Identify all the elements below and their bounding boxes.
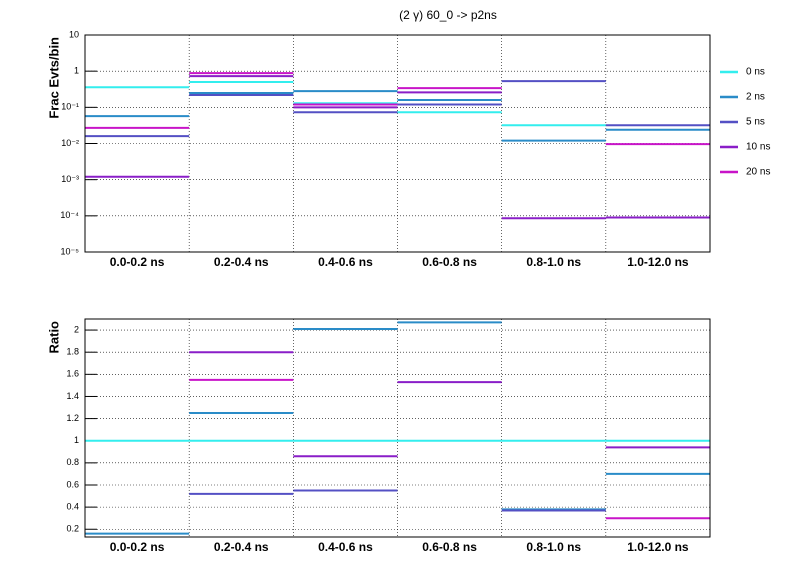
y-tick-label: 10⁻³ — [61, 174, 79, 184]
y-tick-label: 0.8 — [66, 457, 79, 467]
y-tick-label: 0.6 — [66, 479, 79, 489]
x-tick-label: 0.2-0.4 ns — [214, 540, 269, 554]
y-tick-label: 1.8 — [66, 347, 79, 357]
y-tick-label: 10⁻⁵ — [61, 246, 80, 256]
y-tick-label: 10⁻¹ — [61, 102, 79, 112]
x-tick-label: 0.8-1.0 ns — [526, 540, 581, 554]
legend-label: 0 ns — [746, 67, 765, 78]
plot-frame — [84, 318, 711, 538]
x-tick-label: 1.0-12.0 ns — [627, 255, 689, 269]
y-tick-label: 1 — [74, 435, 79, 445]
y-tick-label: 1.6 — [66, 369, 79, 379]
y-tick-label: 1 — [74, 66, 79, 76]
x-tick-label: 0.4-0.6 ns — [318, 255, 373, 269]
x-tick-label: 0.6-0.8 ns — [422, 540, 477, 554]
x-tick-label: 0.2-0.4 ns — [214, 255, 269, 269]
y-tick-label: 2 — [74, 324, 79, 334]
y-tick-label: 10⁻⁴ — [60, 210, 79, 220]
y-tick-label: 0.2 — [66, 524, 79, 534]
x-tick-label: 0.4-0.6 ns — [318, 540, 373, 554]
y-tick-label: 10 — [69, 29, 79, 39]
y-axis-label: Frac Evts/bin — [46, 37, 61, 119]
x-tick-label: 0.0-0.2 ns — [110, 540, 165, 554]
chart-title: (2 γ) 60_0 -> p2ns — [399, 8, 497, 22]
legend-label: 10 ns — [746, 142, 770, 153]
plot-frame — [84, 34, 711, 253]
x-tick-label: 0.6-0.8 ns — [422, 255, 477, 269]
x-tick-label: 0.8-1.0 ns — [526, 255, 581, 269]
y-tick-label: 10⁻² — [61, 138, 79, 148]
y-tick-label: 1.4 — [66, 391, 79, 401]
x-tick-label: 0.0-0.2 ns — [110, 255, 165, 269]
x-tick-label: 1.0-12.0 ns — [627, 540, 689, 554]
legend-label: 2 ns — [746, 92, 765, 103]
y-tick-label: 1.2 — [66, 413, 79, 423]
y-axis-label: Ratio — [46, 321, 61, 354]
y-tick-label: 0.4 — [66, 501, 79, 511]
legend-label: 20 ns — [746, 167, 770, 178]
legend-label: 5 ns — [746, 117, 765, 128]
